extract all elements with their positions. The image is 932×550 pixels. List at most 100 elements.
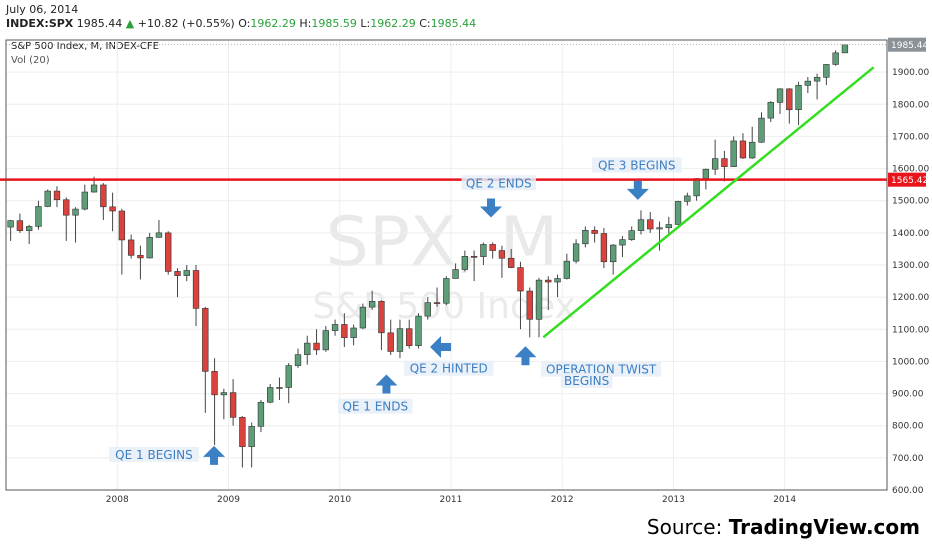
candle — [489, 242, 496, 259]
candle — [508, 248, 515, 269]
candle — [146, 232, 153, 259]
annotation: QE 2 HINTED — [403, 335, 494, 376]
candle — [433, 287, 441, 307]
candle — [776, 88, 784, 114]
candle — [257, 400, 265, 433]
candle-body — [387, 332, 394, 352]
candle-body — [517, 267, 524, 292]
study-text: S&P 500 Index, M, INDEX-CFE — [11, 41, 159, 52]
candle-body — [749, 141, 756, 159]
candle — [563, 253, 570, 280]
candle — [350, 324, 357, 346]
candle-body — [248, 426, 255, 447]
candle-body — [508, 257, 515, 268]
symbol-text: INDEX:SPX — [6, 17, 74, 30]
candle — [841, 44, 849, 54]
y-tick-label: 1600.00 — [892, 165, 929, 175]
candle — [137, 245, 144, 280]
candle-body — [739, 140, 747, 159]
plot-frame — [5, 39, 888, 491]
candle — [739, 133, 747, 159]
candle — [424, 297, 431, 320]
last-price-text: 1985.44 — [76, 17, 123, 30]
change-text: +10.82 (+0.55%) — [137, 17, 235, 30]
candle-body — [786, 88, 793, 111]
candle-body — [26, 226, 33, 231]
candle — [535, 277, 543, 338]
candle — [331, 319, 339, 336]
axes: 600.00 700.00 800.00 900.00 1000.00 1100.00 12… — [5, 39, 929, 505]
annotation-label: QE 1 BEGINS — [115, 448, 193, 462]
y-tick-label: 800.00 — [892, 422, 924, 432]
candles — [7, 44, 849, 468]
source-credit: Source: TradingView.com — [647, 515, 920, 539]
candle-body — [44, 190, 51, 207]
candle — [526, 287, 533, 338]
candle — [7, 220, 14, 241]
symbol-quote-line: INDEX:SPX 1985.44 ▲ +10.82 (+0.55%) O: 19… — [6, 17, 476, 30]
study-title: S&P 500 Index, M, INDEX-CFE — [11, 41, 159, 52]
x-tick-label: 2009 — [217, 495, 240, 505]
candle-body — [165, 232, 172, 272]
candle-body — [118, 210, 126, 241]
candle — [248, 422, 255, 468]
annotation-label: QE 3 BEGINS — [598, 159, 676, 173]
candle — [609, 244, 617, 275]
candle-body — [378, 301, 385, 334]
annotation-bg — [591, 157, 682, 173]
x-tick-label: 2008 — [106, 495, 129, 505]
candle — [804, 76, 812, 94]
candle-body — [452, 269, 459, 279]
y-tick-label: 1500.00 — [892, 197, 929, 207]
y-tick-label: 600.00 — [892, 486, 924, 496]
annotation-arrow-icon — [514, 346, 537, 366]
candle — [832, 50, 839, 66]
candle — [16, 213, 24, 233]
candle — [813, 73, 821, 100]
candle-body — [656, 227, 663, 230]
candle-body — [832, 52, 839, 65]
candle — [628, 226, 635, 241]
candle-body — [637, 219, 645, 231]
candle-body — [127, 239, 135, 256]
candle-body — [776, 88, 784, 103]
y-tick-label: 1200.00 — [892, 293, 929, 303]
candle — [109, 192, 116, 232]
annotation-bg — [109, 446, 199, 462]
annotation-arrow-icon — [479, 198, 502, 218]
candle — [470, 250, 478, 282]
open-label: O: — [238, 17, 251, 30]
candle-body — [545, 279, 552, 283]
candle — [758, 112, 765, 143]
candle — [517, 261, 524, 330]
candle-body — [489, 244, 496, 251]
low-label: L: — [360, 17, 371, 30]
last-price-badge — [888, 37, 926, 52]
candle — [26, 224, 33, 245]
candle — [498, 245, 506, 278]
low-value: 1962.29 — [370, 17, 416, 30]
candle-body — [350, 327, 357, 338]
candle-body — [554, 278, 561, 283]
candle — [823, 64, 830, 85]
candle — [341, 313, 348, 347]
candle-body — [192, 270, 200, 309]
candle-body — [461, 256, 469, 270]
candle — [795, 81, 802, 126]
candle-body — [841, 44, 849, 54]
candle — [313, 329, 320, 355]
candle — [276, 377, 283, 400]
candle-body — [813, 76, 821, 82]
overlay-lines: 1985.44 1565.42 — [0, 37, 928, 339]
candle-body — [16, 220, 24, 231]
x-tick-label: 2010 — [328, 495, 351, 505]
candle-body — [313, 342, 320, 351]
candle — [378, 300, 385, 351]
change-up-icon: ▲ — [125, 17, 135, 30]
candle — [684, 192, 691, 206]
candle-body — [582, 229, 589, 245]
candle — [637, 210, 645, 235]
volume-text: Vol (20) — [11, 55, 50, 66]
candle-body — [406, 328, 413, 346]
